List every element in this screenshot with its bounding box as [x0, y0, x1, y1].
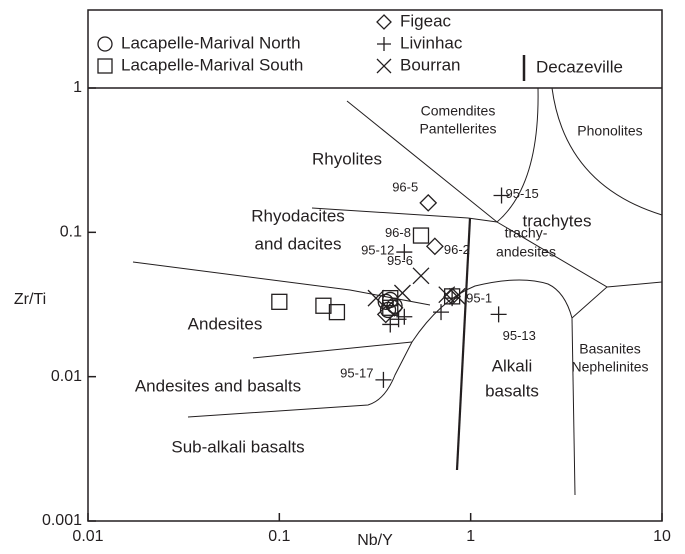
point-diamond: [419, 193, 438, 212]
point-diamond: [385, 298, 404, 317]
legend-label: Livinhac: [400, 33, 463, 52]
region-label: andesites: [496, 244, 556, 260]
point-label: 95-1: [466, 291, 492, 306]
point-circle: [379, 301, 397, 319]
point-plus: [377, 37, 391, 51]
region-label: Pantellerites: [419, 121, 496, 137]
point-plus: [382, 316, 399, 333]
region-label: Andesites: [188, 314, 263, 333]
region-label: Comendites: [421, 103, 496, 119]
point-plus: [396, 244, 413, 261]
region-label: and dacites: [255, 234, 342, 253]
point-label: 96-8: [385, 225, 411, 240]
y-tick-label: 0.1: [60, 224, 82, 241]
point-square: [412, 227, 430, 244]
legend-label: Lacapelle-Marival North: [121, 33, 301, 52]
legend-label: Bourran: [400, 55, 460, 74]
point-plus: [433, 304, 450, 321]
point-label: 95-6: [387, 253, 413, 268]
field-boundary: [346, 100, 608, 319]
point-square: [315, 297, 332, 314]
legend-label: Figeac: [400, 11, 452, 30]
field-boundary: [551, 87, 663, 216]
point-label: 96-2: [444, 242, 470, 257]
legend-label: Lacapelle-Marival South: [121, 55, 303, 74]
point-plus: [396, 308, 413, 325]
point-x: [438, 286, 456, 304]
point-diamond: [376, 14, 392, 30]
y-tick-label: 0.01: [51, 368, 82, 385]
region-label: Basanites: [579, 341, 640, 357]
x-tick-label: 0.1: [268, 528, 290, 545]
point-circle: [97, 36, 113, 52]
field-boundary: [132, 261, 431, 306]
region-label: Andesites and basalts: [135, 376, 301, 395]
point-plus: [375, 371, 392, 388]
region-label: Sub-alkali basalts: [171, 437, 304, 456]
y-tick-label: 0.001: [42, 512, 82, 529]
frame: [87, 9, 663, 522]
point-label: 95-17: [340, 365, 373, 380]
point-square: [271, 293, 288, 310]
point-plus: [493, 187, 510, 204]
region-label: Rhyodacites: [251, 206, 345, 225]
x-tick-label: 1: [466, 528, 475, 545]
point-plus: [490, 306, 507, 323]
point-x: [412, 267, 430, 285]
point-square: [382, 299, 399, 316]
point-square: [97, 58, 113, 74]
y-tick-label: 1: [73, 79, 82, 96]
field-boundary: [252, 341, 413, 359]
point-diamond: [425, 237, 444, 256]
legend-label: Decazeville: [536, 57, 623, 76]
region-label: Phonolites: [577, 123, 642, 139]
point-x: [393, 284, 411, 302]
x-axis-label: Nb/Y: [357, 532, 393, 549]
point-plus: [444, 290, 461, 307]
field-boundary: [187, 279, 573, 418]
point-x: [448, 287, 466, 305]
point-x: [376, 58, 392, 74]
field-boundary: [496, 87, 539, 223]
y-axis-label: Zr/Ti: [14, 291, 46, 308]
region-label: Rhyolites: [312, 149, 382, 168]
x-tick-label: 10: [653, 528, 671, 545]
point-x: [367, 289, 385, 307]
region-label: trachy-: [505, 225, 548, 241]
point-label: 95-15: [506, 186, 539, 201]
point-label: 96-5: [392, 179, 418, 194]
region-label: trachytes: [523, 211, 592, 230]
field-boundary: [455, 217, 472, 471]
field-boundary: [467, 217, 498, 223]
region-label: basalts: [485, 381, 539, 400]
region-label: Nephelinites: [571, 359, 648, 375]
point-label: 95-13: [503, 328, 536, 343]
point-label: 95-12: [361, 242, 394, 257]
point-square: [328, 303, 346, 321]
field-boundary: [571, 317, 576, 496]
field-boundary: [606, 281, 663, 288]
x-tick-label: 0.01: [72, 528, 103, 545]
field-boundary: [311, 207, 469, 219]
region-label: Alkali: [492, 356, 533, 375]
